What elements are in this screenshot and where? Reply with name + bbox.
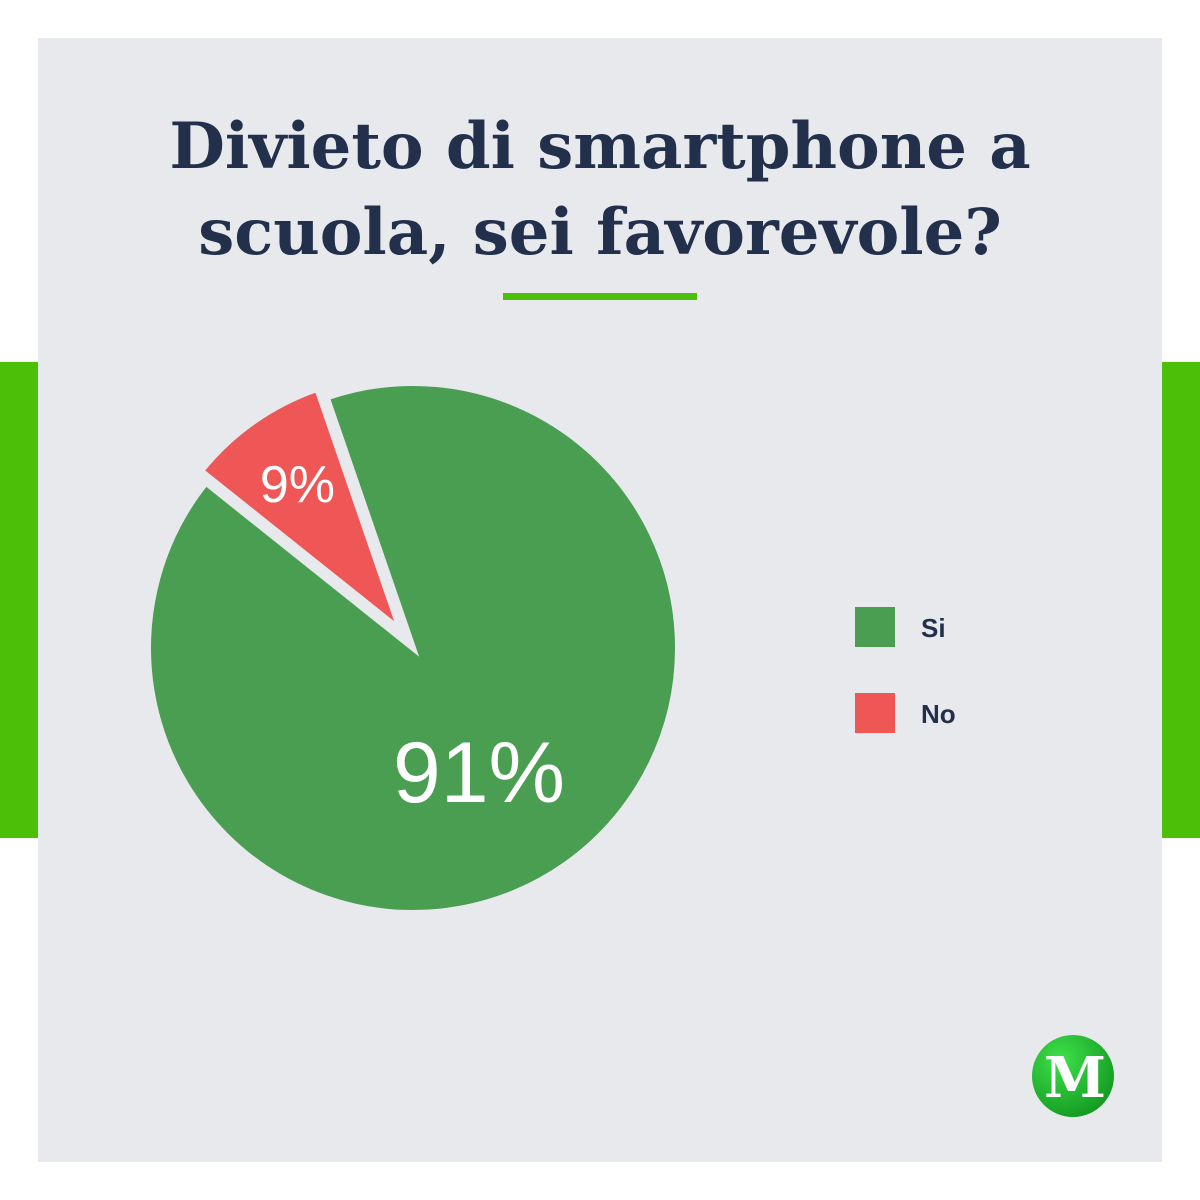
legend-swatch-no xyxy=(855,693,895,733)
logo-letter: M xyxy=(1044,1045,1106,1111)
logo-circle xyxy=(1032,1035,1114,1117)
chart-title-line-2: scuola, sei favorevole? xyxy=(198,195,1002,270)
legend-label-no: No xyxy=(921,699,956,729)
legend-label-si: Si xyxy=(921,613,946,643)
pie-label-si: 91% xyxy=(393,725,565,821)
chart-title-line-1: Divieto di smartphone a xyxy=(169,109,1031,184)
pie-slice-si xyxy=(145,380,681,916)
logo-m-icon: M xyxy=(1032,1035,1114,1117)
left-accent-bar xyxy=(0,362,38,838)
title-underline xyxy=(503,293,697,300)
pie-slice-no xyxy=(196,385,407,639)
pie-label-no: 9% xyxy=(260,456,335,514)
chart-title: Divieto di smartphone a scuola, sei favo… xyxy=(0,104,1200,276)
legend-swatch-si xyxy=(855,607,895,647)
right-accent-bar xyxy=(1162,362,1200,838)
